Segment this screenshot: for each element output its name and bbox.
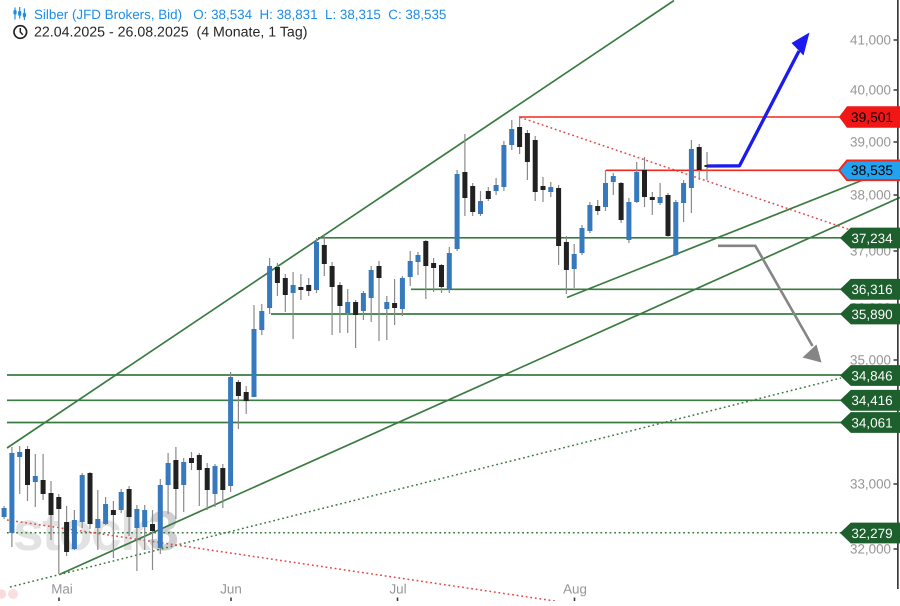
svg-text:36,316: 36,316 xyxy=(851,282,892,297)
svg-text:32,279: 32,279 xyxy=(851,526,892,541)
svg-text:40,000: 40,000 xyxy=(850,83,891,98)
svg-text:Silber (JFD Brokers, Bid) O:: Silber (JFD Brokers, Bid) O: 38,534 H: 3… xyxy=(34,7,446,22)
svg-text:37,234: 37,234 xyxy=(851,231,893,246)
svg-text:32,000: 32,000 xyxy=(850,542,891,557)
svg-text:34,846: 34,846 xyxy=(851,368,892,383)
svg-text:38,000: 38,000 xyxy=(850,188,891,203)
svg-text:Jul: Jul xyxy=(389,582,406,597)
svg-text:22.04.2025 - 26.08.2025 (4 Mo: 22.04.2025 - 26.08.2025 (4 Monate, 1 Tag… xyxy=(34,25,307,41)
svg-text:34,061: 34,061 xyxy=(851,415,892,430)
svg-text:Mai: Mai xyxy=(51,582,73,597)
svg-text:38,535: 38,535 xyxy=(851,163,894,178)
svg-text:35,890: 35,890 xyxy=(851,307,892,322)
svg-text:Aug: Aug xyxy=(563,582,587,597)
svg-text:39,000: 39,000 xyxy=(850,135,891,150)
svg-text:33,000: 33,000 xyxy=(850,477,891,492)
svg-text:34,416: 34,416 xyxy=(851,393,892,408)
svg-text:Jun: Jun xyxy=(220,582,242,597)
svg-text:39,501: 39,501 xyxy=(851,110,893,125)
svg-text:41,000: 41,000 xyxy=(850,33,891,48)
